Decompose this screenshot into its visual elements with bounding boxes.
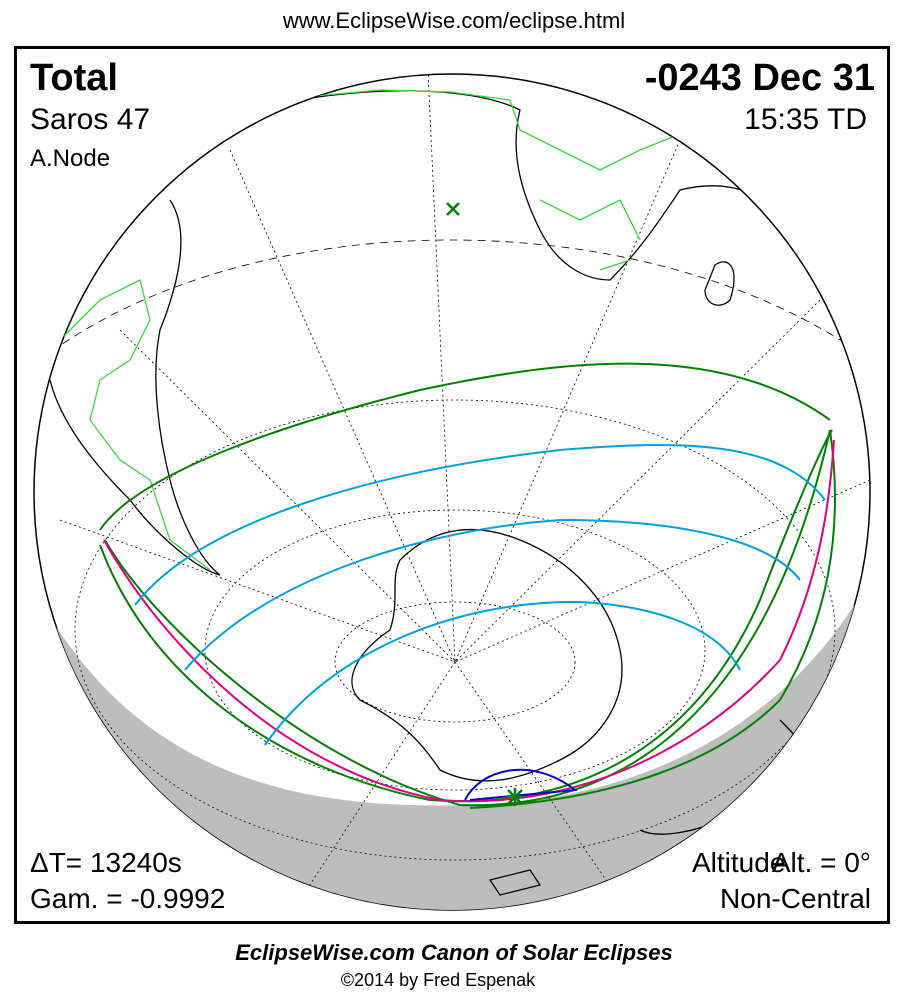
node: A.Node (30, 145, 111, 172)
globe-map (33, 73, 871, 911)
delta-t: ΔT= 13240s (30, 847, 182, 878)
madagascar (704, 261, 735, 306)
eclipse-time: 15:35 TD (744, 103, 867, 136)
contour-2 (184, 518, 801, 671)
south-america-borders (59, 279, 211, 571)
africa-outline (309, 90, 761, 281)
eclipse-type: Total (30, 57, 118, 99)
southern-limit (99, 429, 833, 803)
url-header[interactable]: www.EclipseWise.com/eclipse.html (282, 8, 626, 33)
canon-title: EclipseWise.com Canon of Solar Eclipses (235, 940, 673, 965)
max-eclipse-region (464, 768, 578, 801)
centrality: Non-Central (720, 883, 871, 914)
northern-limit (99, 362, 831, 531)
altitude-label-overlap: Altitude (692, 847, 786, 878)
eclipse-paths (99, 362, 836, 809)
copyright: ©2014 by Fred Espenak (340, 970, 536, 990)
saros-number: Saros 47 (30, 103, 151, 136)
graticule (39, 74, 870, 901)
contour-3 (264, 600, 741, 746)
greatest-eclipse-marker (506, 788, 524, 806)
gamma: Gam. = -0.9992 (30, 883, 226, 914)
central-line (103, 439, 835, 803)
eclipse-map-frame: Total Saros 47 A.Node -0243 Dec 31 15:35… (14, 46, 890, 924)
altitude: Alt. = 0° (771, 847, 871, 878)
night-shading (34, 560, 870, 910)
eclipse-date: -0243 Dec 31 (644, 57, 875, 99)
south-america-outline (49, 199, 221, 576)
new-zealand (488, 869, 542, 896)
southern-limit-outer (104, 429, 836, 809)
subsolar-point-marker (446, 202, 460, 216)
contour-1 (134, 444, 826, 606)
